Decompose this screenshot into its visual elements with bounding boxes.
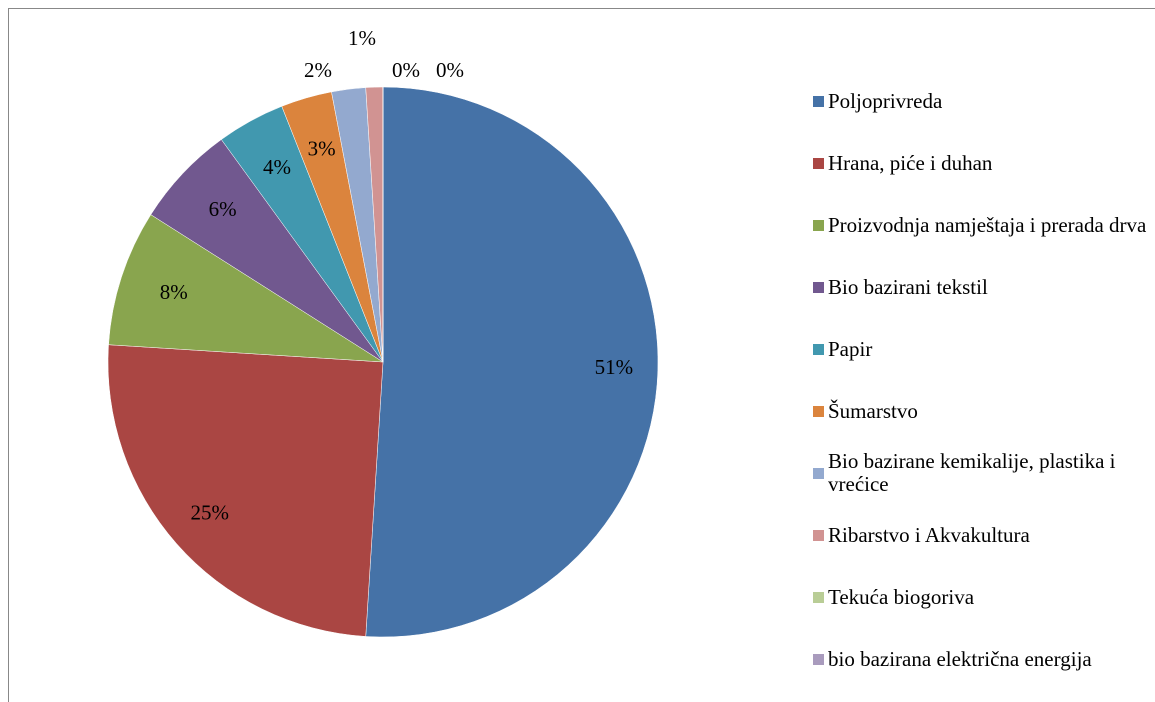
data-label: 25% <box>190 501 229 525</box>
legend-swatch <box>813 529 824 541</box>
legend-label: Proizvodnja namještaja i prerada drva <box>828 212 1147 237</box>
data-label: 0% <box>436 58 464 82</box>
pie-slice <box>107 344 384 637</box>
legend-swatch <box>813 343 824 355</box>
legend: Poljoprivreda Hrana, piće i duhan Proizvod… <box>813 70 1148 690</box>
legend-swatch <box>813 281 824 293</box>
legend-label: Papir <box>828 336 873 361</box>
legend-label: Ribarstvo i Akvakultura <box>828 522 1030 547</box>
data-label: 2% <box>304 58 332 82</box>
data-label: 6% <box>209 197 237 221</box>
legend-swatch <box>813 467 824 479</box>
legend-label: Šumarstvo <box>828 398 918 423</box>
legend-item: Bio bazirani tekstil <box>813 256 1148 318</box>
data-label: 51% <box>595 355 634 379</box>
legend-label: bio bazirana električna energija <box>828 646 1092 671</box>
legend-item: Ribarstvo i Akvakultura <box>813 504 1148 566</box>
legend-item: Šumarstvo <box>813 380 1148 442</box>
data-label: 1% <box>348 26 376 50</box>
legend-swatch <box>813 591 824 603</box>
legend-swatch <box>813 405 824 417</box>
legend-label: Bio bazirani tekstil <box>828 274 988 299</box>
data-label: 4% <box>263 155 291 179</box>
legend-item: Hrana, piće i duhan <box>813 132 1148 194</box>
legend-label: Poljoprivreda <box>828 88 943 113</box>
legend-item: Tekuća biogoriva <box>813 566 1148 628</box>
legend-label: Hrana, piće i duhan <box>828 150 993 175</box>
legend-item: Proizvodnja namještaja i prerada drva <box>813 194 1148 256</box>
legend-item: Poljoprivreda <box>813 70 1148 132</box>
legend-swatch <box>813 157 824 169</box>
legend-item: Papir <box>813 318 1148 380</box>
chart-frame <box>8 8 1155 702</box>
legend-item: Bio bazirane kemikalije, plastika i vreć… <box>813 442 1148 504</box>
pie-slice <box>108 214 384 363</box>
legend-swatch <box>813 219 824 231</box>
legend-swatch <box>813 95 824 107</box>
data-label: 8% <box>160 280 188 304</box>
legend-label: Tekuća biogoriva <box>828 584 975 609</box>
data-label: 3% <box>308 137 336 161</box>
data-label: 0% <box>392 58 420 82</box>
legend-swatch <box>813 653 824 665</box>
legend-label: Bio bazirane kemikalije, plastika i vreć… <box>828 449 1116 496</box>
pie-slice <box>365 86 659 638</box>
legend-item: bio bazirana električna energija <box>813 628 1148 690</box>
